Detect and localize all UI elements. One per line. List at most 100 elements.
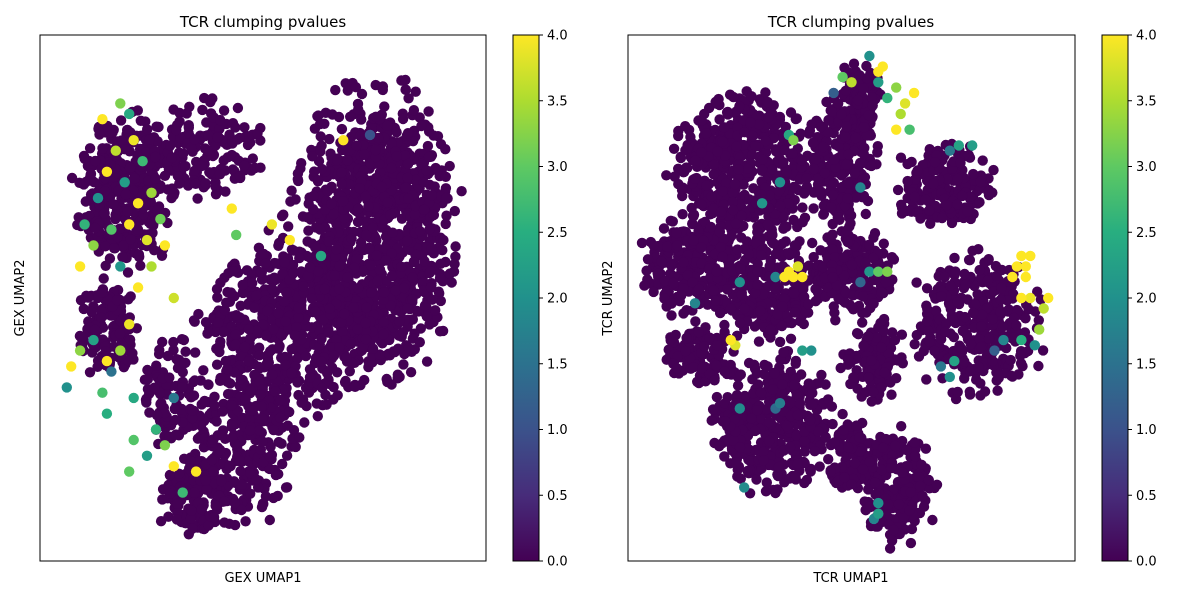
panel-tcr-cell-point	[997, 321, 1009, 332]
panel-gex-cell-point	[170, 414, 181, 426]
panel-tcr-cell-point	[755, 305, 766, 317]
panel-gex-cell-point	[418, 276, 429, 287]
panel-tcr-cell-point	[731, 141, 742, 152]
panel-gex-cell-point	[159, 170, 171, 181]
panel-tcr-cell-point	[912, 165, 923, 176]
panel-gex-cell-point	[251, 325, 263, 337]
panel-tcr-cell-point	[799, 188, 810, 199]
panel-tcr-cell-point	[959, 373, 970, 384]
panel-gex-clump-point	[101, 166, 113, 177]
panel-tcr-cell-point	[973, 244, 984, 255]
panel-gex-cell-point	[141, 397, 152, 408]
panel-tcr-cell-point	[941, 200, 952, 211]
panel-gex-cell-point	[315, 146, 326, 157]
panel-tcr-cell-point	[726, 266, 738, 277]
panel-gex-cell-point	[278, 296, 290, 307]
panel-tcr-cell-point	[929, 157, 941, 168]
panel-tcr-cell-point	[749, 321, 761, 332]
panel-gex-cell-point	[142, 374, 153, 385]
panel-gex-clump-point	[106, 224, 117, 235]
panel-tcr-cell-point	[738, 179, 749, 190]
panel-gex-cell-point	[396, 261, 407, 272]
panel-gex-cell-point	[230, 339, 241, 350]
panel-gex-cell-point	[243, 356, 254, 367]
panel-gex-colorbar-tick-label: 2.0	[547, 292, 568, 307]
panel-gex-cell-point	[316, 163, 328, 175]
panel-tcr-cell-point	[867, 100, 878, 111]
panel-tcr-cell-point	[827, 229, 838, 240]
panel-gex-cell-point	[358, 149, 370, 160]
panel-gex-cell-point	[391, 151, 402, 162]
panel-tcr-cell-point	[987, 313, 998, 325]
panel-gex-cell-point	[144, 134, 155, 145]
panel-gex-cell-point	[200, 178, 211, 189]
panel-gex-cell-point	[115, 315, 127, 327]
panel-gex-cell-point	[437, 245, 448, 256]
panel-gex-cell-point	[339, 212, 350, 224]
panel-gex-cell-point	[234, 170, 246, 181]
panel-gex-cell-point	[426, 243, 437, 254]
panel-tcr-cell-point	[779, 221, 790, 232]
panel-gex-cell-point	[88, 177, 100, 188]
panel-gex-cell-point	[323, 327, 334, 338]
panel-tcr-cell-point	[753, 119, 765, 130]
panel-gex-cell-point	[110, 213, 121, 225]
panel-gex-cell-point	[322, 186, 333, 197]
panel-tcr-cell-point	[714, 226, 726, 238]
panel-gex-cell-point	[199, 395, 210, 407]
panel-gex-cell-point	[187, 405, 198, 416]
panel-gex-cell-point	[219, 517, 230, 528]
panel-tcr-cell-point	[752, 279, 763, 290]
panel-tcr-cell-point	[689, 173, 701, 184]
panel-gex-cell-point	[264, 451, 276, 462]
panel-gex-cell-point	[282, 420, 293, 431]
panel-tcr-cell-point	[711, 266, 722, 277]
panel-gex-cell-point	[176, 382, 188, 393]
panel-gex-cell-point	[303, 225, 314, 236]
panel-tcr-cell-point	[976, 321, 987, 332]
panel-tcr-cell-point	[680, 121, 691, 132]
panel-gex-cell-point	[256, 267, 267, 278]
panel-tcr-cell-point	[673, 130, 684, 142]
panel-gex-cell-point	[400, 182, 411, 193]
panel-gex-cell-point	[440, 218, 451, 230]
panel-tcr-cell-point	[708, 159, 719, 170]
panel-gex-cell-point	[293, 312, 304, 323]
panel-gex-cell-point	[122, 124, 133, 136]
panel-gex-cell-point	[402, 303, 413, 314]
panel-tcr-cell-point	[959, 311, 971, 323]
panel-tcr-cell-point	[736, 210, 747, 222]
panel-gex-clump-point	[101, 355, 113, 367]
panel-gex-cell-point	[403, 343, 415, 354]
panel-gex-cell-point	[403, 193, 414, 204]
panel-tcr-cell-point	[693, 283, 705, 295]
panel-gex-cell-point	[366, 287, 377, 298]
panel-gex-cell-point	[201, 484, 212, 495]
panel-gex-cell-point	[334, 260, 345, 272]
panel-gex-cell-point	[268, 424, 279, 436]
panel-gex-cell-point	[391, 127, 402, 138]
panel-gex-cell-point	[183, 120, 194, 131]
panel-gex-cell-point	[281, 450, 293, 461]
panel-gex-cell-point	[256, 401, 267, 412]
panel-gex-cell-point	[365, 260, 377, 271]
panel-gex-cell-point	[104, 253, 116, 264]
panel-gex-cell-point	[370, 111, 381, 123]
panel-gex-cell-point	[257, 436, 268, 447]
panel-tcr-cell-point	[688, 235, 699, 246]
panel-gex-clump-point	[119, 177, 130, 188]
panel-gex-cell-point	[221, 297, 232, 308]
panel-tcr-cell-point	[860, 257, 871, 269]
panel-tcr-cell-point	[996, 282, 1007, 294]
panel-tcr-cell-point	[835, 169, 847, 180]
panel-tcr-cell-point	[921, 283, 933, 294]
panel-gex-cell-point	[336, 317, 347, 328]
panel-gex-cell-point	[239, 122, 250, 133]
panel-tcr-cell-point	[838, 252, 850, 263]
panel-gex-cell-point	[312, 411, 323, 422]
panel-gex-cell-point	[115, 115, 127, 126]
panel-tcr-cell-point	[977, 155, 988, 166]
panel-gex-cell-point	[408, 105, 420, 116]
panel-tcr-cell-point	[665, 215, 676, 226]
